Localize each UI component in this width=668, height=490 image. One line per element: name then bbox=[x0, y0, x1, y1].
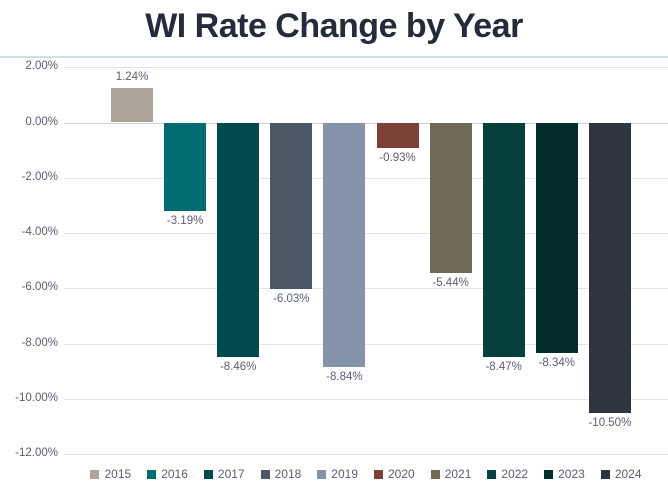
plot-area: 2.00% 0.00% -2.00% -4.00% -6.00% -8.00% -10.00… bbox=[15, 60, 668, 460]
legend-label: 2019 bbox=[331, 467, 358, 481]
gridline bbox=[64, 454, 668, 456]
data-label-2023: -8.34% bbox=[538, 357, 576, 370]
chart-title: WI Rate Change by Year bbox=[145, 7, 523, 45]
data-label-2024: -10.50% bbox=[588, 416, 632, 429]
legend-swatch-icon bbox=[147, 469, 157, 479]
data-label-2019: -8.84% bbox=[326, 371, 363, 383]
y-axis-tick-label: -2.00% bbox=[21, 170, 58, 183]
legend-label: 2015 bbox=[104, 467, 132, 481]
gridline bbox=[64, 177, 668, 179]
legend-label: 2020 bbox=[388, 467, 415, 481]
bar-2015[interactable] bbox=[111, 88, 153, 123]
y-axis-tick-label: -6.00% bbox=[21, 281, 58, 294]
legend-item-2015[interactable]: 2015 bbox=[90, 467, 131, 481]
legend-item-2017[interactable]: 2017 bbox=[203, 467, 245, 481]
legend-label: 2024 bbox=[614, 467, 642, 481]
legend-item-2016[interactable]: 2016 bbox=[147, 467, 188, 481]
legend-swatch-icon bbox=[260, 469, 270, 479]
bar-2023[interactable] bbox=[535, 122, 578, 354]
bar-2018[interactable] bbox=[270, 122, 313, 290]
legend-swatch-icon bbox=[317, 469, 327, 479]
bar-2022[interactable] bbox=[482, 122, 525, 357]
legend-swatch-icon bbox=[600, 469, 610, 479]
bar-2021[interactable] bbox=[429, 122, 472, 273]
y-axis-tick-label: -4.00% bbox=[21, 226, 58, 239]
data-label-2022: -8.47% bbox=[485, 360, 522, 373]
legend-item-2018[interactable]: 2018 bbox=[260, 467, 302, 481]
data-label-2020: -0.93% bbox=[379, 152, 416, 165]
y-axis-tick-label: -8.00% bbox=[21, 336, 58, 349]
legend-item-2023[interactable]: 2023 bbox=[544, 467, 585, 481]
gridline bbox=[64, 288, 668, 290]
legend-label: 2016 bbox=[161, 467, 188, 481]
y-axis-tick-label: -12.00% bbox=[15, 447, 58, 460]
legend-swatch-icon bbox=[544, 469, 554, 479]
legend-item-2022[interactable]: 2022 bbox=[487, 467, 528, 481]
y-axis-tick-label: 0.00% bbox=[25, 115, 58, 128]
bar-2016[interactable] bbox=[164, 122, 207, 211]
gridline bbox=[64, 343, 668, 345]
bar-2020[interactable] bbox=[376, 122, 419, 149]
legend-swatch-icon bbox=[90, 469, 100, 479]
legend-item-2021[interactable]: 2021 bbox=[430, 467, 472, 481]
legend-label: 2021 bbox=[444, 467, 472, 481]
legend-item-2019[interactable]: 2019 bbox=[317, 467, 358, 481]
data-label-2016: -3.19% bbox=[166, 214, 204, 227]
legend-item-2020[interactable]: 2020 bbox=[374, 467, 415, 481]
legend-swatch-icon bbox=[203, 469, 213, 479]
data-label-2018: -6.03% bbox=[273, 293, 310, 306]
title-divider bbox=[0, 56, 668, 58]
bar-2019[interactable] bbox=[323, 122, 366, 367]
legend-label: 2023 bbox=[558, 467, 585, 481]
legend-swatch-icon bbox=[374, 469, 383, 479]
gridline bbox=[64, 233, 668, 235]
bar-2017[interactable] bbox=[217, 122, 260, 357]
gridline bbox=[64, 67, 668, 69]
legend-label: 2017 bbox=[217, 467, 245, 481]
legend-label: 2022 bbox=[501, 467, 529, 481]
legend-swatch-icon bbox=[487, 469, 497, 479]
data-label-2017: -8.46% bbox=[219, 360, 257, 373]
y-axis-tick-label: -10.00% bbox=[15, 392, 58, 405]
gridline bbox=[64, 399, 668, 401]
data-label-2021: -5.44% bbox=[432, 277, 469, 289]
legend-swatch-icon bbox=[430, 469, 440, 479]
bar-2024[interactable] bbox=[588, 122, 631, 413]
zero-gridline bbox=[64, 122, 668, 124]
data-label-2015: 1.24% bbox=[115, 71, 149, 84]
y-axis-tick-label: 2.00% bbox=[25, 60, 58, 73]
legend-item-2024[interactable]: 2024 bbox=[600, 467, 642, 481]
legend: 2015 2016 2017 2018 2019 2020 2021 2022 2023 2024 bbox=[64, 464, 668, 484]
legend-label: 2018 bbox=[274, 467, 302, 481]
